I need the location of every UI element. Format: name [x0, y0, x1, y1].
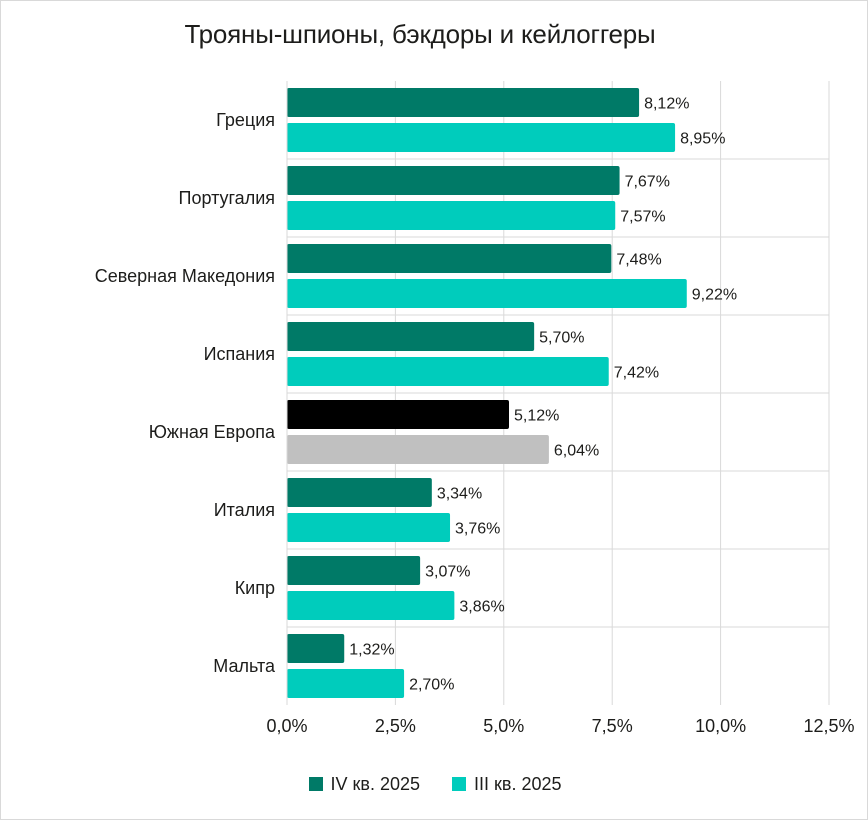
category-label: Южная Европа: [149, 422, 276, 442]
category-label: Кипр: [235, 578, 275, 598]
data-label: 6,04%: [554, 443, 599, 460]
category-label: Мальта: [213, 656, 276, 676]
bar-q4: [287, 88, 640, 117]
legend-item-q4: IV кв. 2025: [308, 773, 421, 795]
bar-q4: [287, 244, 612, 273]
data-label: 7,42%: [614, 365, 659, 382]
data-label: 7,57%: [620, 209, 665, 226]
data-label: 3,34%: [437, 486, 482, 503]
category-label: Италия: [214, 500, 275, 520]
bar-q4: [287, 634, 345, 663]
bar-q4: [287, 478, 432, 507]
bar-q3: [287, 513, 451, 542]
bar-layer: [287, 88, 687, 698]
data-label: 9,22%: [692, 287, 737, 304]
x-tick-label: 5,0%: [483, 716, 524, 736]
bar-q4: [287, 322, 535, 351]
bar-q4: [287, 556, 421, 585]
x-tick-label: 12,5%: [803, 716, 854, 736]
data-label: 1,32%: [349, 642, 394, 659]
data-label: 7,67%: [625, 174, 670, 191]
data-label: 3,76%: [455, 521, 500, 538]
bar-q3: [287, 591, 455, 620]
legend: IV кв. 2025 III кв. 2025: [1, 771, 868, 797]
bar-q3: [287, 279, 687, 308]
category-label: Испания: [204, 344, 275, 364]
category-label: Греция: [216, 110, 275, 130]
data-label: 3,86%: [459, 599, 504, 616]
category-label: Северная Македония: [95, 266, 275, 286]
bar-q3: [287, 123, 676, 152]
data-label: 5,70%: [539, 330, 584, 347]
legend-swatch-q3: [452, 777, 466, 791]
legend-label-q3: III кв. 2025: [474, 773, 562, 794]
bar-chart: 8,12% 8,95% Греция 7,67% 7,57% Португалия 7,48…: [95, 81, 855, 736]
data-label: 5,12%: [514, 408, 559, 425]
x-tick-label: 10,0%: [695, 716, 746, 736]
data-label: 2,70%: [409, 677, 454, 694]
label-layer: 8,12% 8,95% Греция 7,67% 7,57% Португалия 7,48…: [95, 96, 737, 694]
category-label: Португалия: [179, 188, 276, 208]
legend-swatch-q4: [308, 777, 323, 791]
x-tick-label: 2,5%: [375, 716, 416, 736]
bar-q3: [287, 357, 609, 386]
legend-label-q4: IV кв. 2025: [330, 773, 421, 794]
axis-layer: 0,0% 2,5% 5,0% 7,5% 10,0% 12,5%: [266, 81, 855, 736]
data-label: 3,07%: [425, 564, 470, 581]
data-label: 8,95%: [680, 131, 725, 148]
bar-q3: [287, 669, 405, 698]
bar-q4: [287, 166, 620, 195]
legend-item-q3: III кв. 2025: [452, 774, 562, 795]
data-label: 8,12%: [644, 96, 689, 113]
bar-q3: [287, 201, 616, 230]
data-label: 7,48%: [616, 252, 661, 269]
chart-title: Трояны-шпионы, бэкдоры и кейлоггеры: [184, 19, 656, 49]
x-tick-label: 7,5%: [592, 716, 633, 736]
x-tick-label: 0,0%: [266, 716, 307, 736]
bar-q4: [287, 400, 510, 429]
bar-q3: [287, 435, 549, 464]
